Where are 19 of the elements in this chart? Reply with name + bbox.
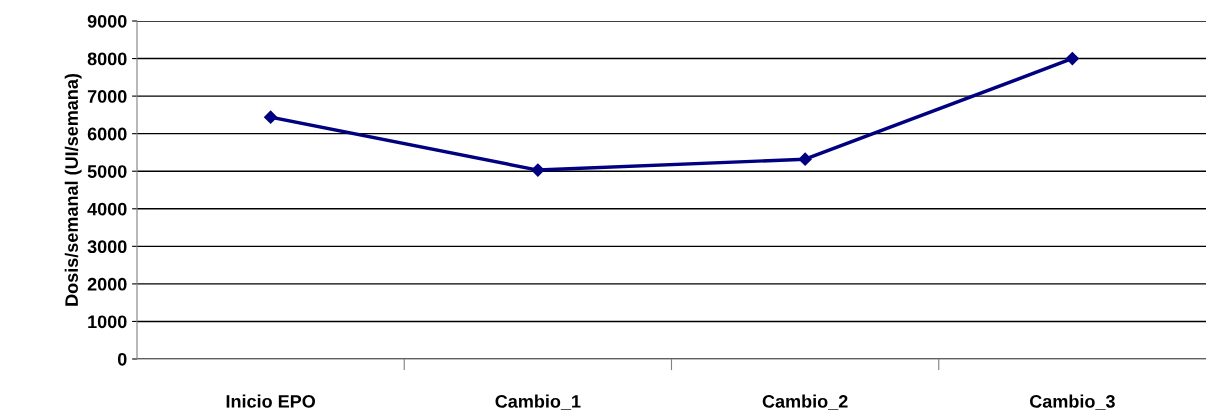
y-tick-label: 7000 (87, 90, 127, 103)
y-tick-label: 6000 (87, 127, 127, 141)
x-tick-label: Inicio EPO (226, 394, 316, 408)
point (798, 152, 812, 166)
y-tick-label: 4000 (87, 202, 127, 216)
y-tick-label: 9000 (87, 14, 127, 28)
y-tick-label: 3000 (87, 240, 127, 254)
point (531, 163, 545, 177)
point (1065, 51, 1079, 66)
x-tick-label: Cambio_1 (495, 394, 581, 410)
y-tick-label: 5000 (87, 165, 127, 178)
x-tick-label: Cambio_3 (1029, 394, 1115, 410)
y-tick-label: 2000 (87, 277, 127, 291)
y-axis-title: Dosis/semanal (UI/semana) (64, 73, 82, 306)
y-tick-label: 1000 (88, 315, 127, 329)
x-tick-label: Cambio_2 (762, 394, 848, 410)
point (264, 110, 278, 124)
y-tick-label: 0 (117, 352, 127, 366)
y-tick-label: 8000 (87, 52, 127, 66)
